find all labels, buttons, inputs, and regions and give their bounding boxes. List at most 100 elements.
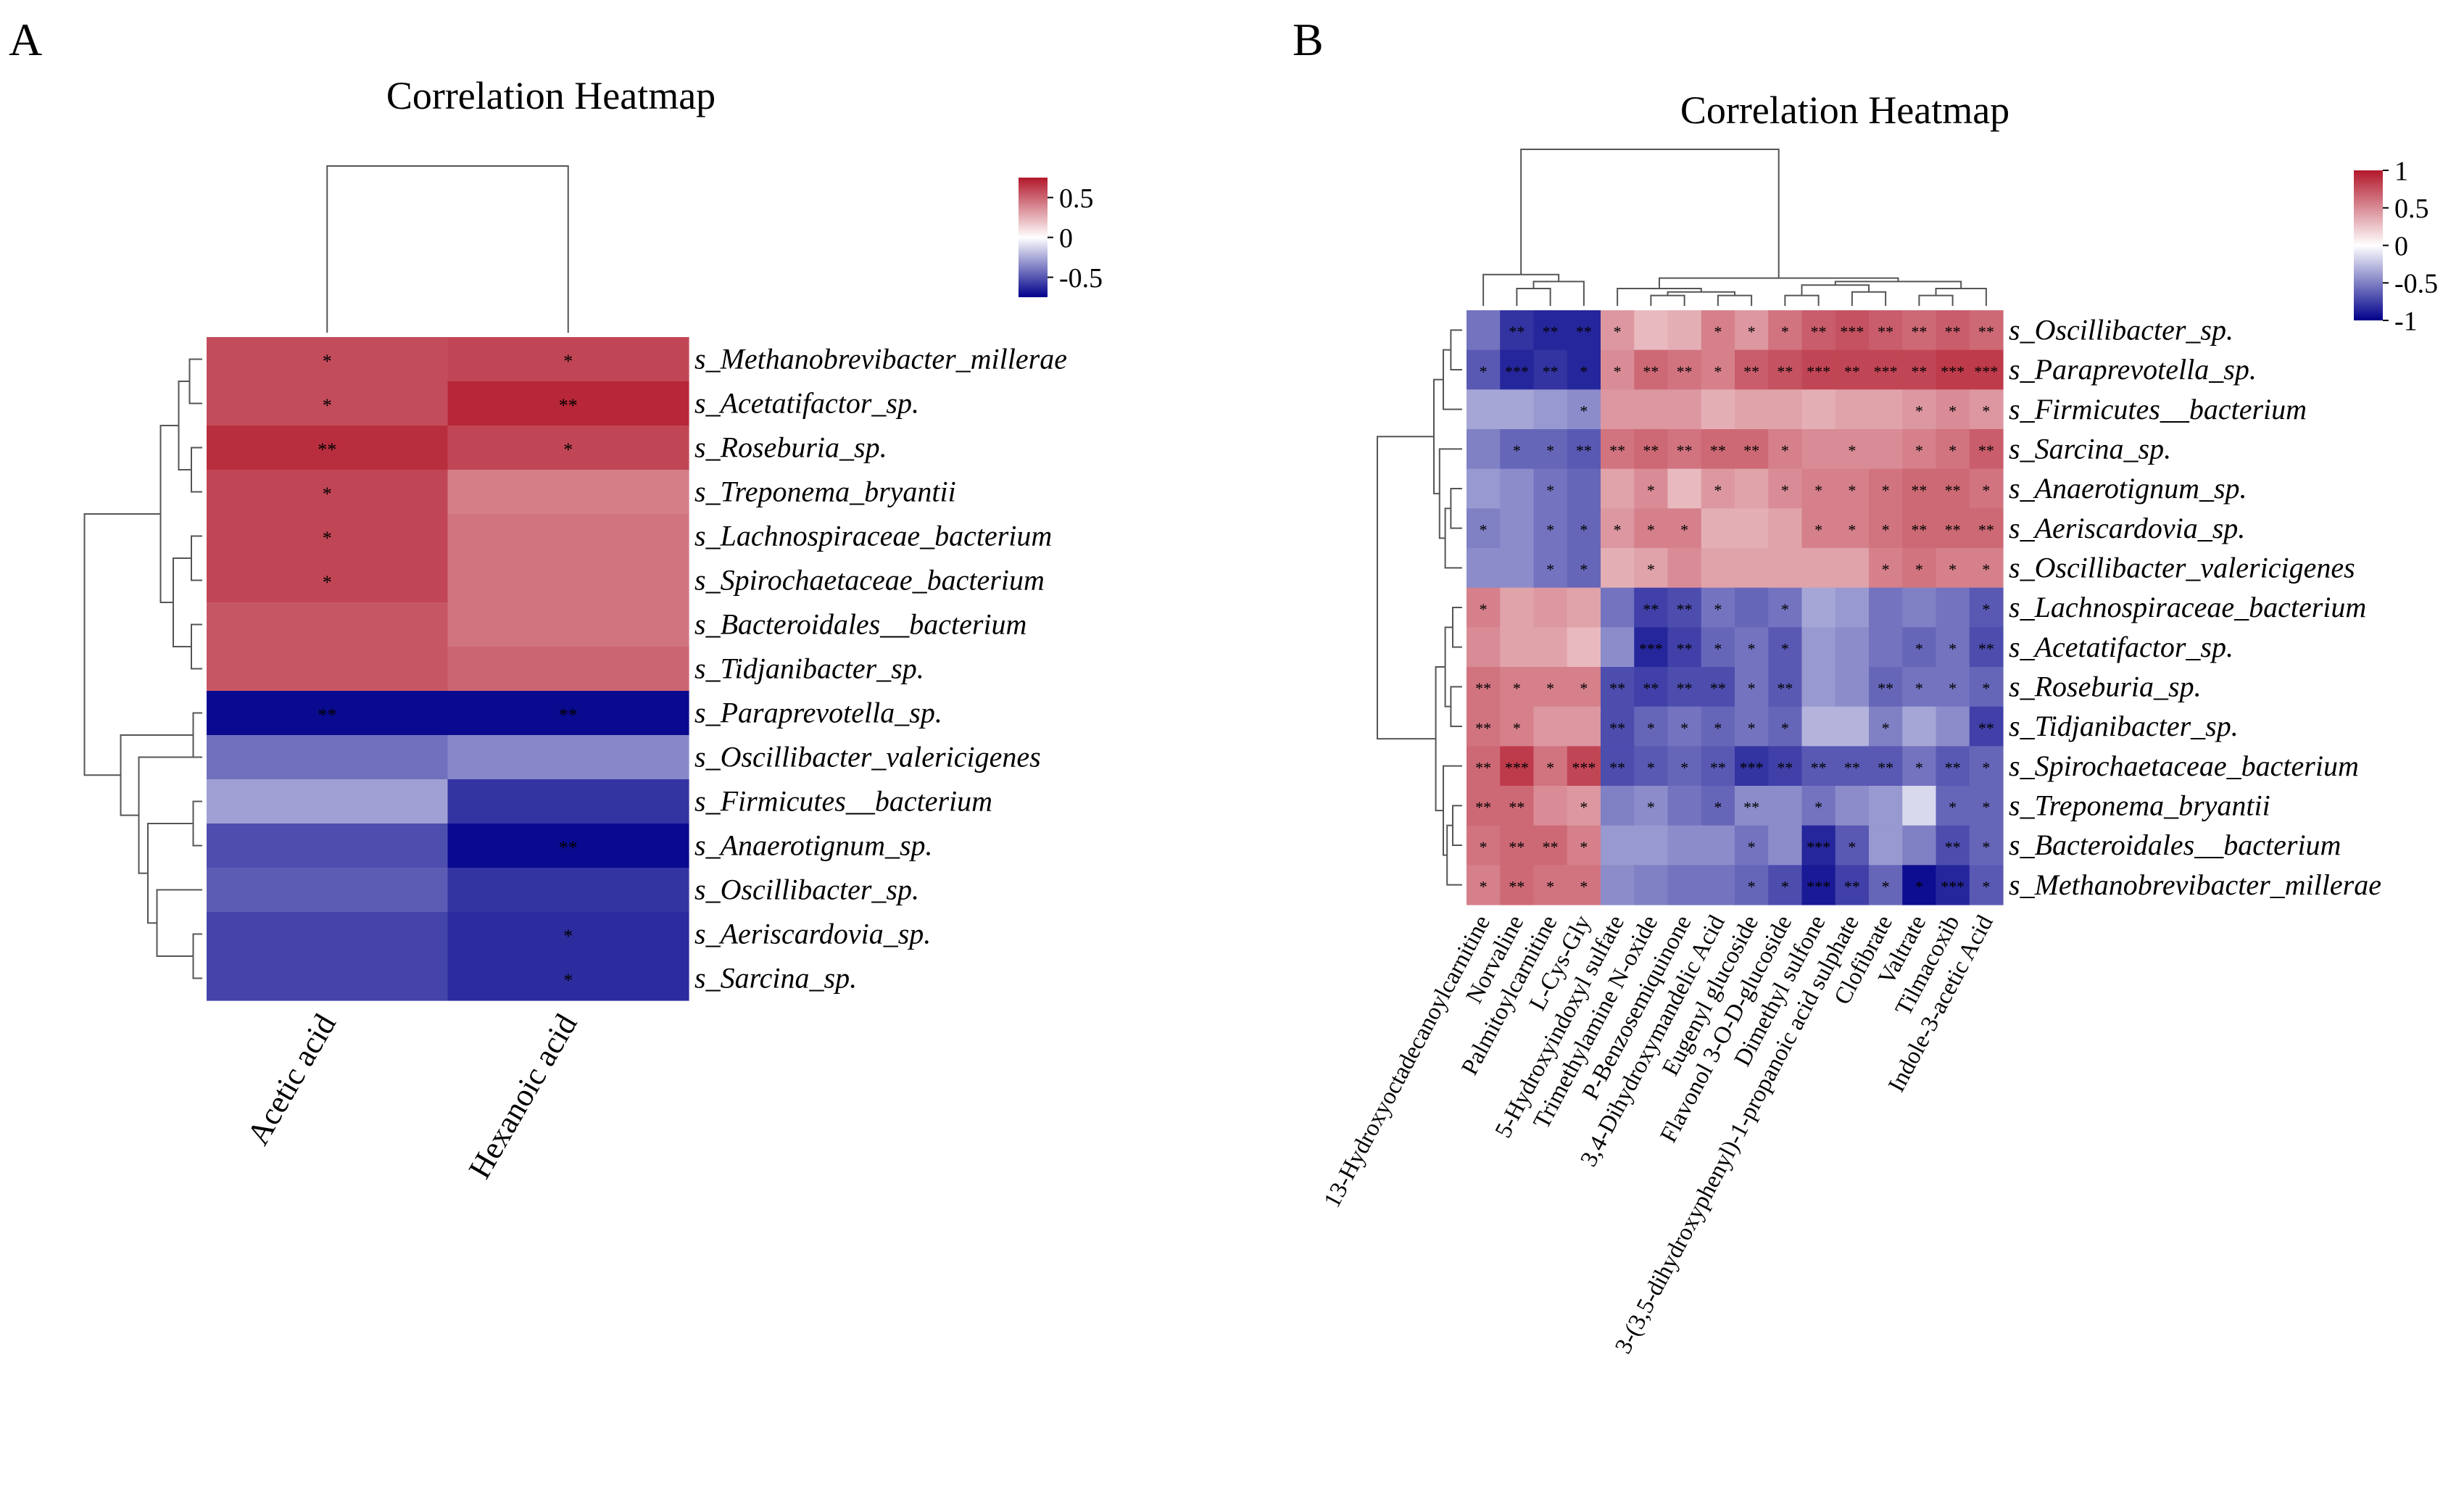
heatmap-cell — [1835, 349, 1870, 390]
significance-mark: ** — [1878, 759, 1893, 777]
row-label-s-spirochaetaceae-bacterium: s_Spirochaetaceae_bacterium — [694, 564, 1045, 597]
heatmap-cell — [1667, 667, 1702, 708]
significance-mark: ** — [1743, 798, 1759, 816]
heatmap-cell — [1801, 825, 1836, 866]
row-label-s-oscillibacter-sp: s_Oscillibacter_sp. — [2009, 314, 2233, 347]
significance-mark: * — [1614, 323, 1622, 341]
row-label-s-treponema-bryantii: s_Treponema_bryantii — [2009, 789, 2270, 822]
heatmap-cell — [1601, 667, 1635, 708]
significance-mark: * — [1580, 402, 1588, 420]
column-dendrogram-branch — [1532, 281, 1585, 306]
significance-mark: ** — [1543, 838, 1559, 856]
heatmap-cell — [1601, 310, 1635, 351]
significance-mark: * — [1480, 838, 1488, 856]
column-dendrogram-branch — [1617, 288, 1702, 306]
heatmap-cell — [207, 602, 449, 647]
heatmap-cell — [1500, 508, 1535, 549]
heatmap-cell — [1835, 310, 1870, 351]
panel-letter-a: A — [9, 14, 42, 65]
significance-mark: * — [1580, 878, 1588, 896]
panel-a-column-labels: Acetic acid Hexanoic acid — [240, 1008, 584, 1185]
panel-a-title: Correlation Heatmap — [386, 74, 715, 117]
heatmap-cell — [1634, 548, 1669, 589]
significance-mark: ** — [1743, 441, 1759, 460]
significance-mark: * — [1680, 521, 1688, 539]
panel-b: B Correlation Heatmap ** ** ** * * * * ** *** ** *… — [1293, 14, 2438, 1358]
heatmap-cell — [1969, 429, 2004, 470]
heatmap-cell — [1835, 548, 1870, 589]
significance-mark: * — [1848, 521, 1856, 539]
significance-mark: ** — [1677, 362, 1693, 381]
significance-mark: * — [1781, 323, 1789, 341]
significance-mark: * — [1781, 600, 1789, 618]
significance-mark: * — [1714, 798, 1722, 816]
significance-mark: ** — [1710, 441, 1726, 460]
panel-a-row-dendrogram — [83, 358, 202, 979]
heatmap-cell — [1500, 825, 1535, 866]
heatmap-cell — [207, 470, 449, 515]
heatmap-cell — [1634, 508, 1669, 549]
column-dendrogram-branch — [1520, 149, 1780, 278]
heatmap-cell — [447, 779, 689, 824]
heatmap-cell — [1902, 548, 1937, 589]
significance-mark: *** — [1806, 362, 1830, 381]
significance-mark: * — [1814, 521, 1822, 539]
heatmap-cell — [1969, 786, 2004, 826]
heatmap-cell — [1634, 587, 1669, 628]
heatmap-cell — [1533, 667, 1568, 708]
heatmap-cell — [1533, 627, 1568, 668]
significance-mark: ** — [1945, 759, 1961, 777]
heatmap-cell — [1969, 389, 2004, 430]
legend-tick-label: 1 — [2394, 156, 2408, 186]
row-label-s-bacteroidales-bacterium: s_Bacteroidales__bacterium — [694, 608, 1026, 641]
heatmap-cell — [1735, 865, 1769, 905]
heatmap-cell — [1835, 865, 1870, 905]
significance-mark: * — [1580, 560, 1588, 578]
column-dendrogram-branch — [1851, 291, 1887, 306]
heatmap-cell — [1701, 627, 1735, 668]
significance-mark: ** — [1978, 441, 1994, 460]
heatmap-cell — [1801, 548, 1836, 589]
heatmap-cell — [1467, 825, 1501, 866]
row-label-s-paraprevotella-sp: s_Paraprevotella_sp. — [694, 697, 942, 729]
heatmap-cell — [1835, 786, 1870, 826]
significance-mark: * — [1714, 719, 1722, 737]
heatmap-cell — [1869, 786, 1903, 826]
heatmap-cell — [1667, 429, 1702, 470]
heatmap-cell — [1567, 746, 1601, 787]
heatmap-cell — [1634, 429, 1669, 470]
heatmap-cell — [207, 735, 449, 780]
heatmap-cell — [1667, 786, 1702, 826]
heatmap-cell — [1601, 468, 1635, 509]
panel-b-significance-marks: ** ** ** * * * * ** *** ** ** ** *** *** ** * * ** ** * ** **… — [1475, 323, 1998, 895]
heatmap-cell — [1634, 706, 1669, 747]
heatmap-cell — [1768, 865, 1803, 905]
heatmap-cell — [447, 602, 689, 647]
heatmap-cell — [1467, 548, 1501, 589]
heatmap-cell — [1801, 706, 1836, 747]
panel-b-color-legend: 1 0.5 0 -0.5 -1 — [2354, 156, 2438, 336]
significance-mark: * — [323, 528, 332, 549]
significance-mark: * — [1915, 759, 1923, 777]
row-label-s-acetatifactor-sp: s_Acetatifactor_sp. — [694, 387, 919, 420]
row-label-s-oscillibacter-sp: s_Oscillibacter_sp. — [694, 874, 919, 906]
significance-mark: ** — [1710, 759, 1726, 777]
heatmap-cell — [1902, 746, 1937, 787]
heatmap-cell — [1533, 429, 1568, 470]
heatmap-cell — [1969, 746, 2004, 787]
significance-mark: ** — [1777, 679, 1793, 697]
row-dendrogram-branch — [192, 712, 202, 758]
significance-mark: ** — [1475, 679, 1491, 697]
heatmap-cell — [447, 514, 689, 559]
heatmap-cell — [1601, 706, 1635, 747]
heatmap-cell — [1902, 468, 1937, 509]
significance-mark: * — [1915, 441, 1923, 460]
heatmap-cell — [1500, 786, 1535, 826]
significance-mark: * — [1647, 798, 1655, 816]
significance-mark: * — [1714, 481, 1722, 499]
heatmap-cell — [1701, 508, 1735, 549]
significance-mark: * — [323, 572, 332, 593]
significance-mark: ** — [1509, 878, 1525, 896]
row-label-s-anaerotignum-sp: s_Anaerotignum_sp. — [694, 829, 933, 862]
legend-tick-label: 0.5 — [1059, 183, 1094, 214]
